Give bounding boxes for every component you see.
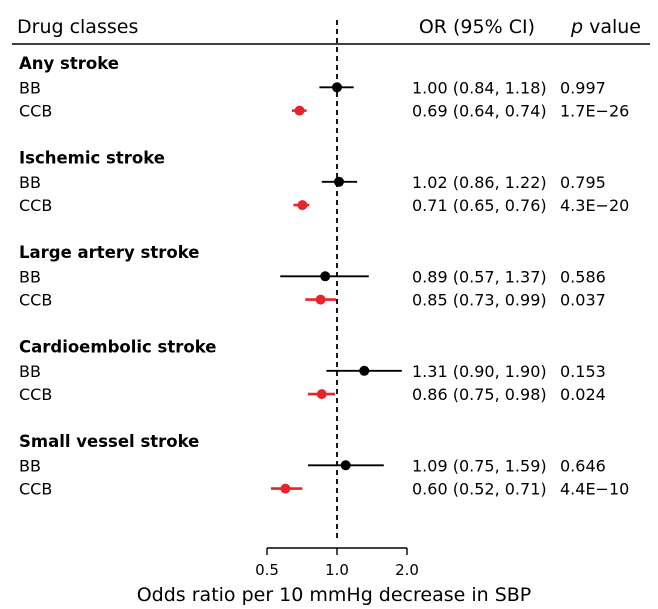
p-value: 4.4E−10 [560,480,629,499]
p-value: 0.037 [560,291,606,310]
point-estimate [280,483,291,494]
group-title: Cardioembolic stroke [19,338,216,357]
table-header: Drug classes OR (95% CI) p value [12,16,650,45]
p-value: 0.997 [560,78,606,97]
header-p-value: p value [570,16,641,38]
row-label: CCB [19,196,52,215]
or-ci-value: 0.89 (0.57, 1.37) [412,267,547,286]
x-tick-label: 0.5 [255,561,279,579]
or-ci-value: 0.60 (0.52, 0.71) [412,480,547,499]
p-value: 0.024 [560,385,606,404]
p-value: 4.3E−20 [560,196,629,215]
or-ci-value: 1.09 (0.75, 1.59) [412,456,547,475]
x-tick-label: 2.0 [395,561,419,579]
point-estimate [320,271,331,282]
header-p-rest: value [583,16,641,38]
point-estimate [316,389,327,400]
row-label: BB [19,456,41,475]
p-value: 0.795 [560,173,606,192]
or-ci-value: 0.85 (0.73, 0.99) [412,291,547,310]
point-estimate [333,176,344,187]
group-title: Any stroke [19,54,119,73]
header-p-italic: p [570,16,583,38]
x-axis-label: Odds ratio per 10 mmHg decrease in SBP [137,584,532,606]
or-ci-value: 0.71 (0.65, 0.76) [412,196,547,215]
point-estimate [332,82,342,93]
or-ci-value: 1.00 (0.84, 1.18) [412,78,547,97]
p-value: 0.153 [560,362,606,381]
group-title: Large artery stroke [19,243,199,262]
point-estimate [297,200,308,211]
or-ci-value: 0.86 (0.75, 0.98) [412,385,547,404]
group-title: Ischemic stroke [19,149,165,168]
row-label: CCB [19,480,52,499]
point-estimate [359,365,370,376]
row-label: BB [19,173,41,192]
header-or-ci: OR (95% CI) [419,16,535,38]
point-estimate [315,294,326,305]
p-value: 1.7E−26 [560,102,629,121]
or-ci-value: 0.69 (0.64, 0.74) [412,102,547,121]
x-axis: 0.5 1.0 2.0 Odds ratio per 10 mmHg decrease… [137,547,532,606]
row-label: BB [19,78,41,97]
row-label: BB [19,267,41,286]
row-label: CCB [19,102,52,121]
group-title: Small vessel stroke [19,432,199,451]
p-value: 0.586 [560,267,606,286]
row-label: CCB [19,385,52,404]
point-estimate [294,105,305,116]
row-label: BB [19,362,41,381]
p-value: 0.646 [560,456,606,475]
or-ci-value: 1.02 (0.86, 1.22) [412,173,547,192]
point-estimate [340,460,351,471]
forest-rows: Any stroke BB 1.00 (0.84, 1.18) 0.997 CCB 0.6… [19,20,629,540]
x-tick-label: 1.0 [325,561,349,579]
or-ci-value: 1.31 (0.90, 1.90) [412,362,547,381]
header-drug-classes: Drug classes [17,16,138,38]
row-label: CCB [19,291,52,310]
